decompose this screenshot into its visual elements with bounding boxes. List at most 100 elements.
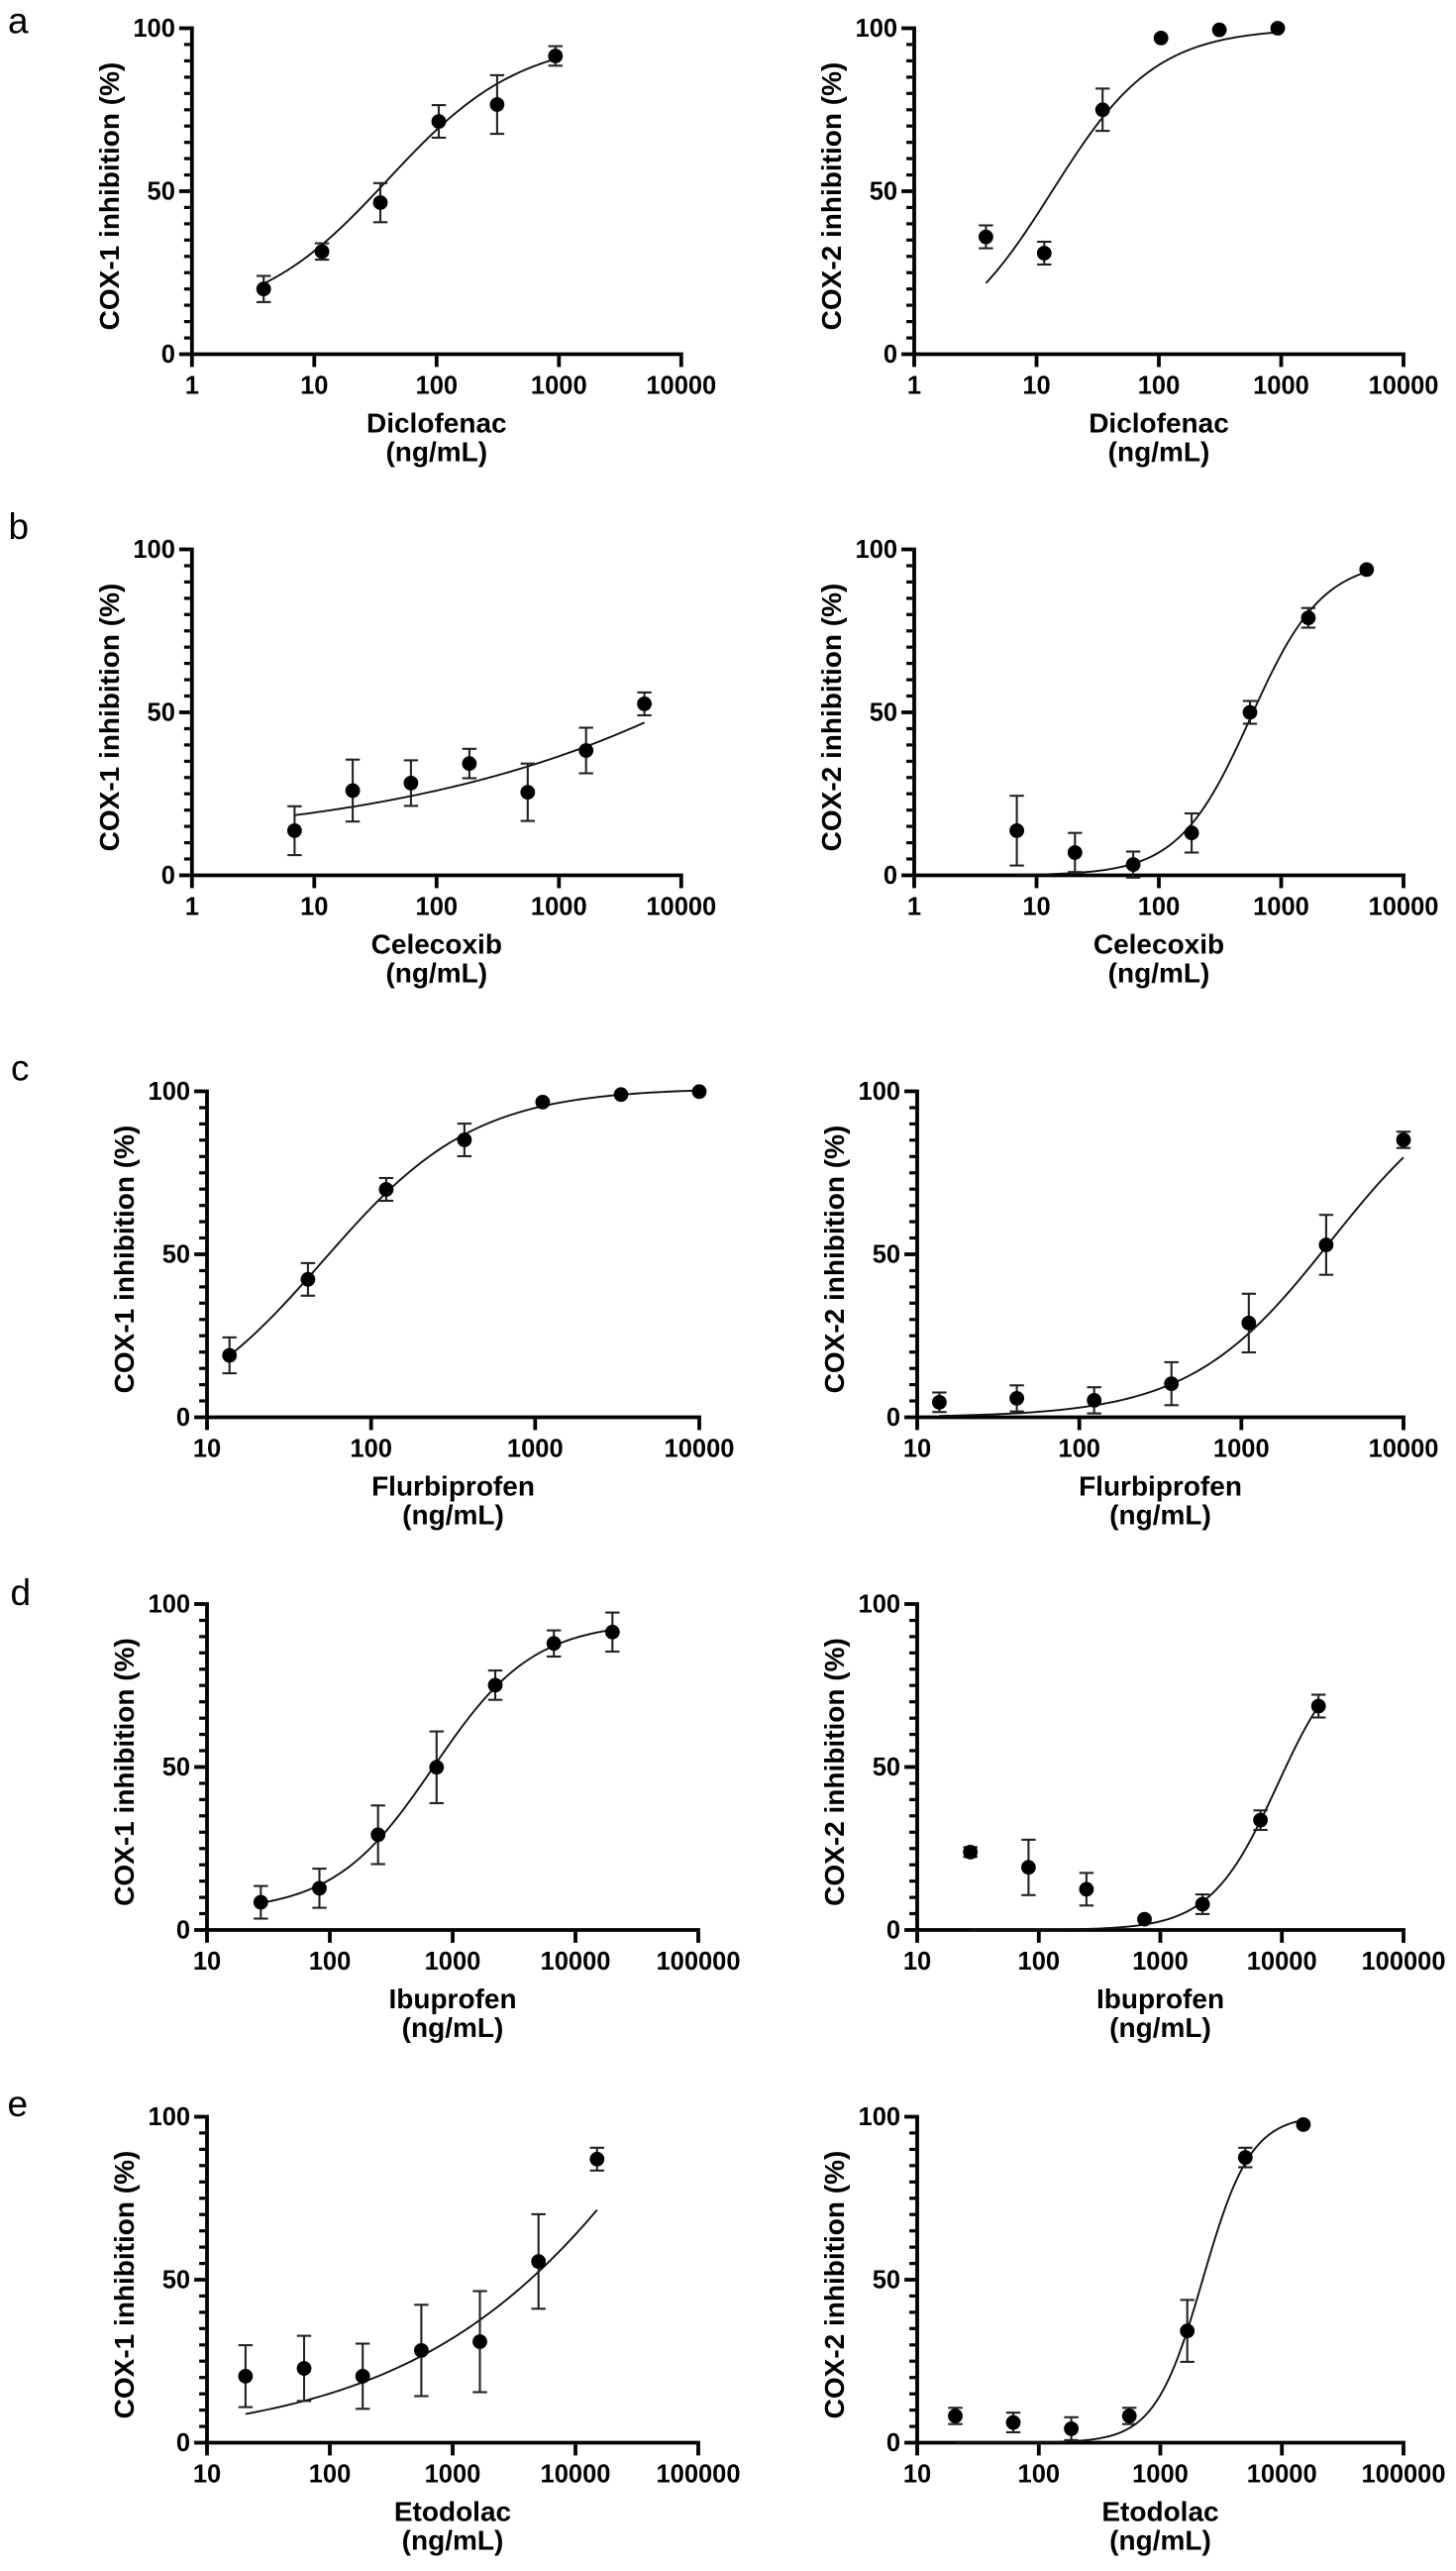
svg-text:0: 0: [886, 2429, 900, 2457]
svg-text:(ng/mL): (ng/mL): [1109, 2525, 1211, 2556]
svg-text:0: 0: [884, 341, 897, 369]
svg-text:0: 0: [176, 1917, 190, 1945]
svg-text:COX-1 inhibition (%): COX-1 inhibition (%): [109, 1638, 140, 1906]
svg-text:100000: 100000: [1361, 2461, 1445, 2489]
svg-text:10: 10: [193, 1436, 221, 1463]
svg-text:0: 0: [176, 1404, 190, 1432]
svg-text:Ibuprofen: Ibuprofen: [1096, 1983, 1224, 2014]
svg-text:50: 50: [162, 1241, 190, 1269]
svg-text:10000: 10000: [1369, 894, 1439, 921]
svg-text:10: 10: [300, 373, 328, 400]
svg-text:10000: 10000: [646, 373, 716, 400]
svg-text:1000: 1000: [1132, 1948, 1189, 1976]
svg-text:100: 100: [1058, 1436, 1100, 1463]
svg-text:Flurbiprofen: Flurbiprofen: [1079, 1471, 1242, 1502]
svg-text:0: 0: [161, 341, 175, 369]
svg-text:100: 100: [133, 536, 175, 564]
svg-text:COX-2 inhibition (%): COX-2 inhibition (%): [816, 584, 847, 852]
svg-text:c: c: [11, 1048, 30, 1089]
svg-text:10000: 10000: [1247, 1948, 1317, 1976]
svg-text:100: 100: [859, 1591, 901, 1619]
svg-text:50: 50: [162, 1754, 190, 1781]
svg-text:COX-1 inhibition (%): COX-1 inhibition (%): [94, 584, 125, 852]
svg-text:(ng/mL): (ng/mL): [402, 2012, 504, 2043]
svg-text:b: b: [9, 506, 30, 547]
svg-text:100: 100: [859, 1078, 901, 1106]
svg-text:COX-2 inhibition (%): COX-2 inhibition (%): [819, 1125, 850, 1394]
svg-text:10: 10: [903, 2461, 931, 2489]
svg-text:COX-1 inhibition (%): COX-1 inhibition (%): [94, 62, 125, 331]
svg-text:100: 100: [416, 373, 459, 400]
svg-text:100: 100: [309, 1948, 352, 1976]
svg-text:0: 0: [886, 1917, 900, 1945]
svg-text:10: 10: [1022, 894, 1050, 921]
svg-text:COX-1 inhibition (%): COX-1 inhibition (%): [109, 1125, 140, 1394]
svg-text:1: 1: [907, 373, 921, 400]
svg-text:1: 1: [185, 894, 199, 921]
svg-text:Diclofenac: Diclofenac: [366, 408, 507, 439]
svg-text:(ng/mL): (ng/mL): [402, 2525, 504, 2556]
svg-text:10000: 10000: [541, 1948, 611, 1976]
svg-text:1000: 1000: [1253, 894, 1309, 921]
svg-text:1: 1: [185, 373, 199, 400]
svg-text:100: 100: [416, 894, 459, 921]
svg-text:Celecoxib: Celecoxib: [371, 929, 502, 960]
svg-text:0: 0: [161, 862, 175, 890]
svg-text:10: 10: [903, 1948, 931, 1976]
svg-text:50: 50: [162, 2267, 190, 2295]
svg-text:100: 100: [859, 2103, 901, 2131]
svg-text:100: 100: [1138, 894, 1181, 921]
svg-text:1000: 1000: [531, 894, 587, 921]
svg-text:Etodolac: Etodolac: [394, 2497, 511, 2527]
svg-text:COX-2 inhibition (%): COX-2 inhibition (%): [816, 62, 847, 331]
svg-text:0: 0: [884, 862, 897, 890]
svg-text:1000: 1000: [1132, 2461, 1189, 2489]
svg-text:0: 0: [886, 1404, 900, 1432]
svg-text:(ng/mL): (ng/mL): [385, 437, 487, 468]
svg-text:10: 10: [1022, 373, 1050, 400]
svg-text:1000: 1000: [425, 2461, 481, 2489]
svg-text:10: 10: [300, 894, 328, 921]
svg-text:(ng/mL): (ng/mL): [1108, 437, 1210, 468]
svg-text:10000: 10000: [1369, 1436, 1439, 1463]
svg-text:1000: 1000: [507, 1436, 564, 1463]
svg-text:(ng/mL): (ng/mL): [1109, 1500, 1211, 1531]
svg-text:Ibuprofen: Ibuprofen: [388, 1983, 516, 2014]
svg-text:Celecoxib: Celecoxib: [1093, 929, 1224, 960]
svg-text:100: 100: [350, 1436, 392, 1463]
svg-text:1000: 1000: [1253, 373, 1309, 400]
svg-text:100: 100: [149, 1078, 191, 1106]
svg-text:50: 50: [873, 1754, 900, 1781]
svg-text:COX-2 inhibition (%): COX-2 inhibition (%): [819, 1638, 850, 1906]
svg-text:100: 100: [1138, 373, 1181, 400]
svg-text:100: 100: [133, 15, 175, 43]
svg-text:1000: 1000: [1213, 1436, 1270, 1463]
svg-text:100: 100: [149, 2103, 191, 2131]
svg-text:COX-1 inhibition (%): COX-1 inhibition (%): [109, 2151, 140, 2419]
svg-text:Flurbiprofen: Flurbiprofen: [371, 1471, 535, 1502]
svg-text:10000: 10000: [541, 2461, 611, 2489]
svg-text:d: d: [11, 1572, 32, 1613]
svg-text:100: 100: [149, 1591, 191, 1619]
svg-text:(ng/mL): (ng/mL): [1108, 958, 1210, 989]
svg-text:50: 50: [870, 178, 897, 206]
svg-text:100: 100: [856, 15, 898, 43]
svg-text:100: 100: [1018, 2461, 1061, 2489]
svg-text:1: 1: [907, 894, 921, 921]
svg-text:(ng/mL): (ng/mL): [1109, 2012, 1211, 2043]
svg-text:100: 100: [1018, 1948, 1061, 1976]
svg-text:(ng/mL): (ng/mL): [385, 958, 487, 989]
svg-text:1000: 1000: [425, 1948, 481, 1976]
svg-text:(ng/mL): (ng/mL): [402, 1500, 504, 1531]
svg-text:10000: 10000: [1247, 2461, 1317, 2489]
svg-text:Diclofenac: Diclofenac: [1089, 408, 1229, 439]
svg-text:50: 50: [148, 178, 175, 206]
svg-text:100000: 100000: [656, 1948, 740, 1976]
svg-text:a: a: [8, 1, 29, 42]
svg-text:100000: 100000: [1361, 1948, 1445, 1976]
svg-text:10000: 10000: [1369, 373, 1439, 400]
svg-text:10: 10: [193, 2461, 221, 2489]
svg-text:50: 50: [873, 2267, 900, 2295]
svg-text:50: 50: [873, 1241, 900, 1269]
svg-text:10: 10: [903, 1436, 931, 1463]
